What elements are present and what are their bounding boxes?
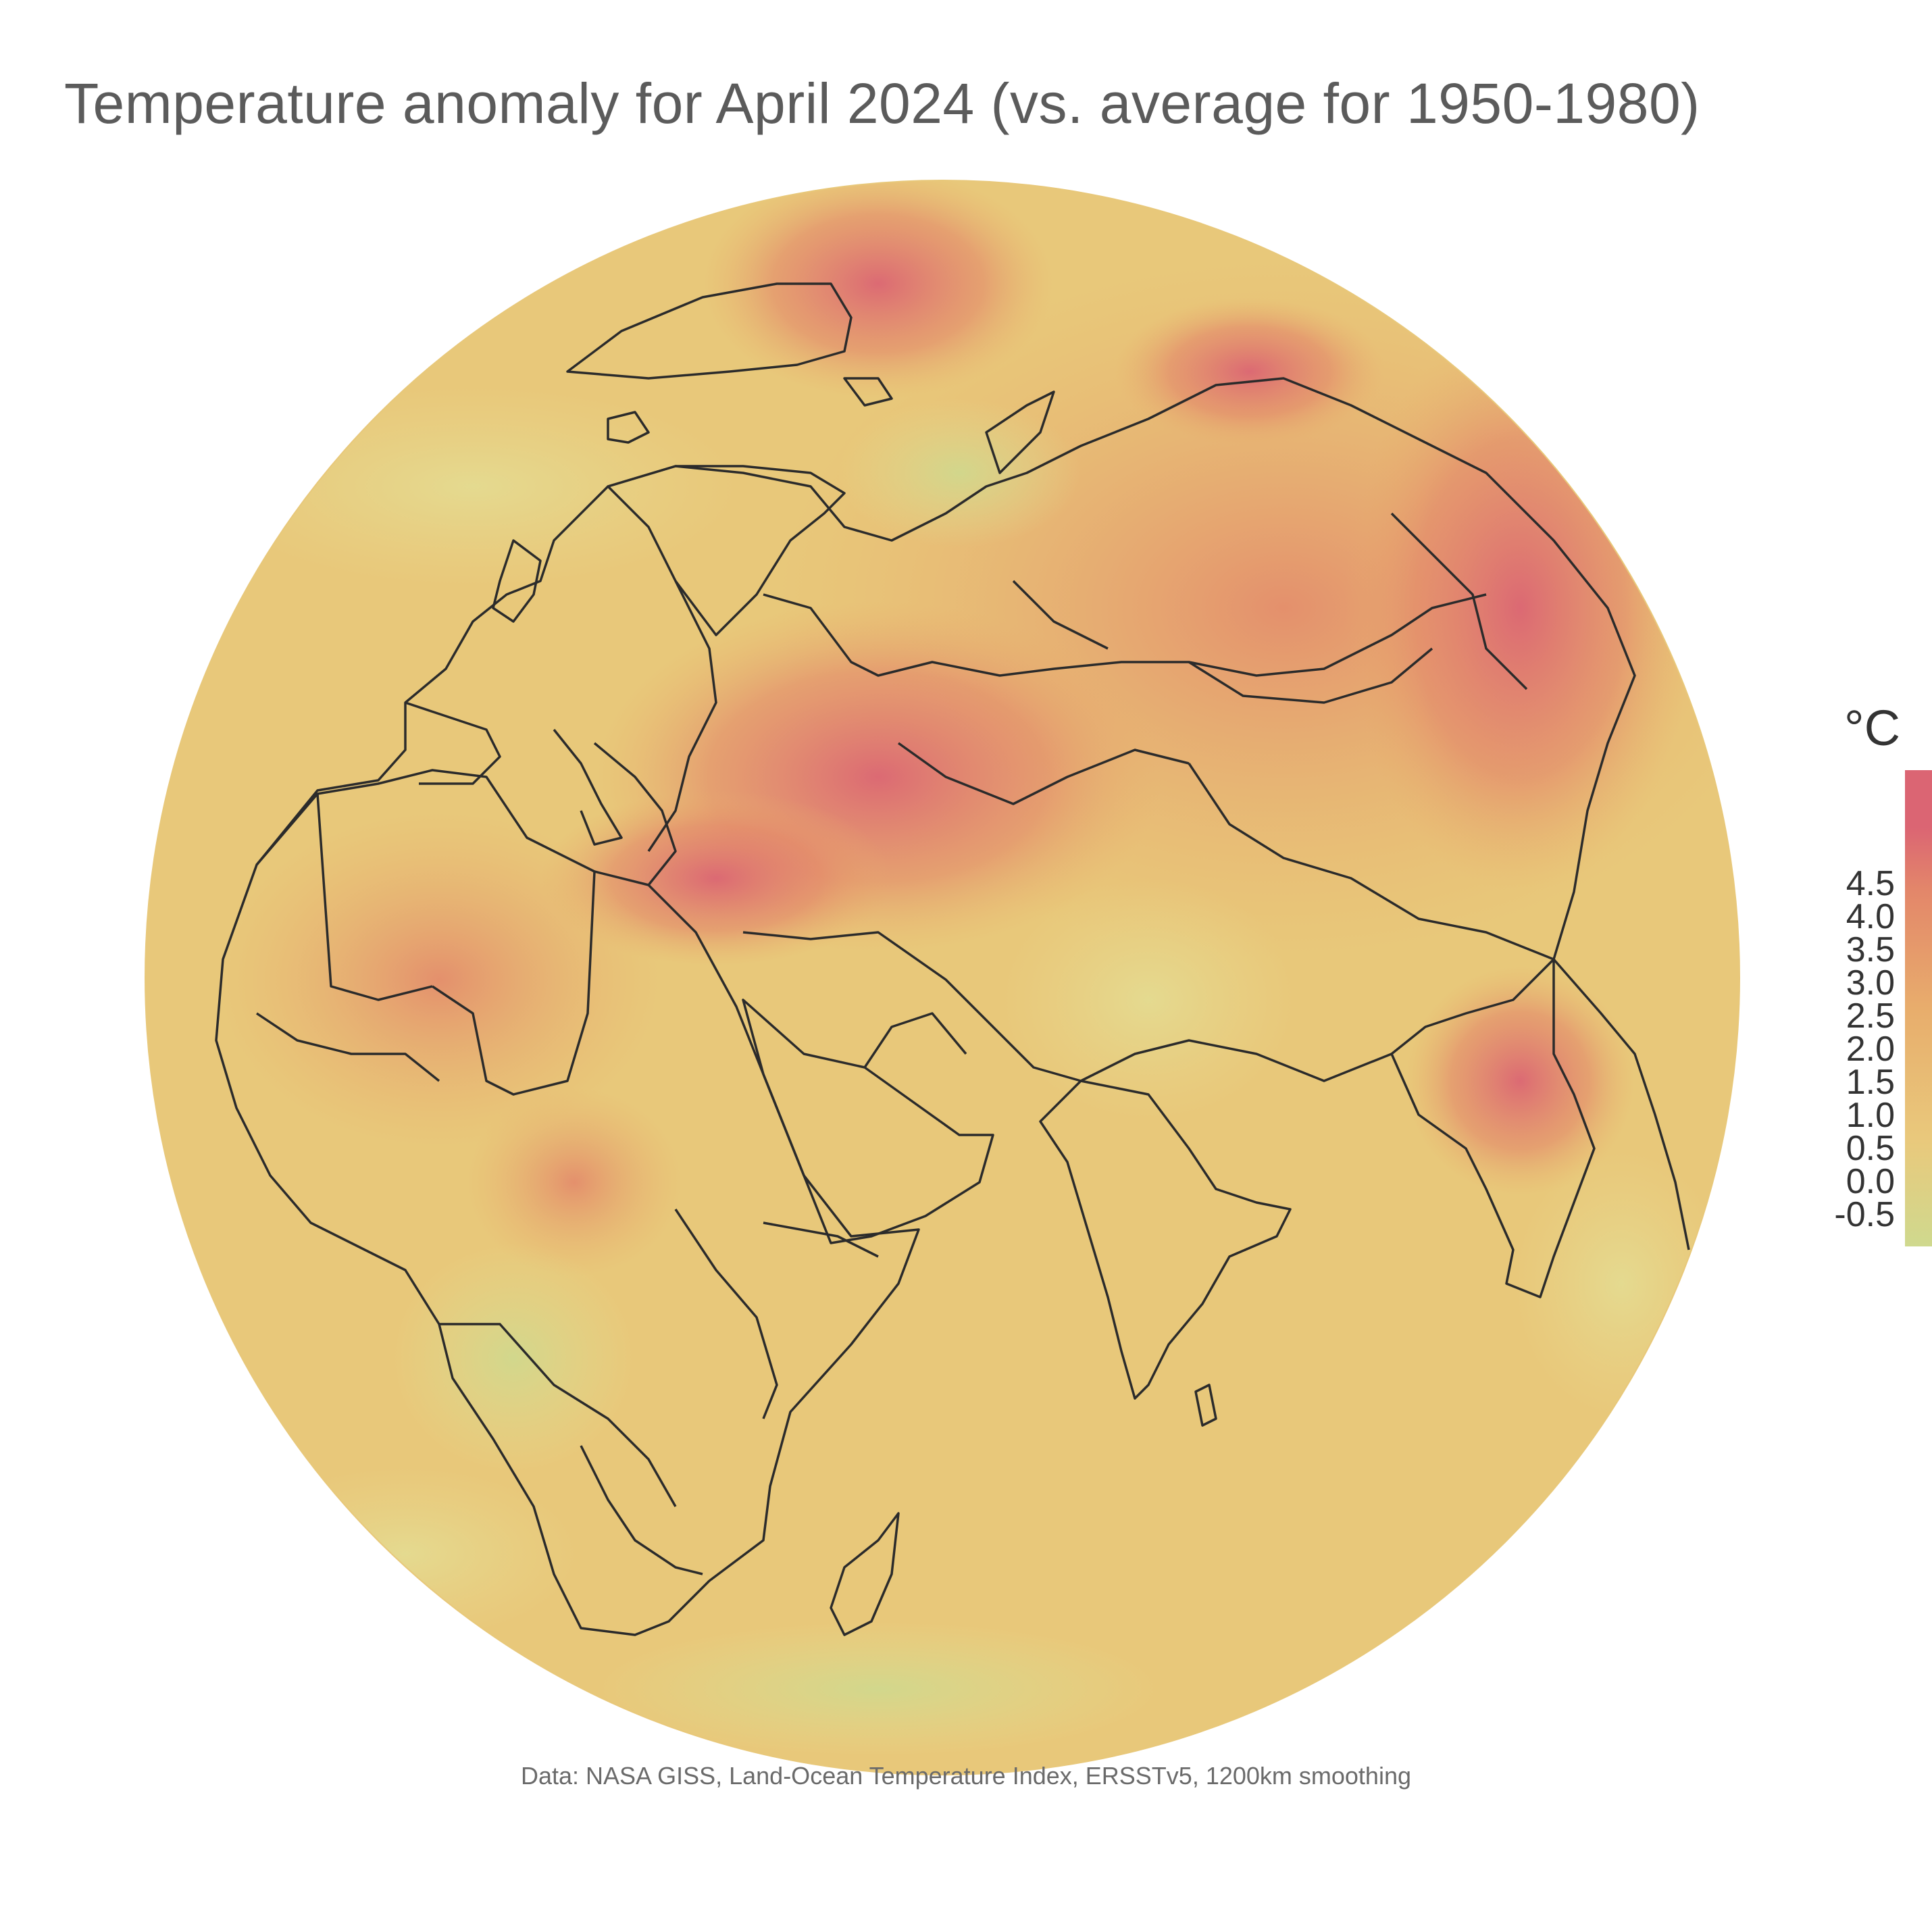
legend-tick-label: 0.0 xyxy=(1846,1162,1895,1201)
chart-title: Temperature anomaly for April 2024 (vs. … xyxy=(64,72,1700,135)
greenland-coast xyxy=(566,282,853,380)
border-sahara-1 xyxy=(316,793,433,1001)
border-sahara-2 xyxy=(432,871,596,1096)
border-west-siberia xyxy=(1012,580,1109,650)
legend-tick-label: 4.0 xyxy=(1846,897,1895,936)
border-manchuria xyxy=(1390,512,1528,690)
scandinavia-coast xyxy=(607,465,846,636)
border-iberia xyxy=(405,701,501,785)
border-east-africa xyxy=(674,1209,778,1419)
srilanka-coast xyxy=(1194,1384,1217,1427)
legend-tick-label: 3.5 xyxy=(1846,930,1895,969)
arctic-hot xyxy=(703,180,1054,399)
east-siberia-hot xyxy=(1344,324,1696,892)
border-russia-south xyxy=(763,593,1487,677)
south-ocean-cool xyxy=(594,1621,1162,1756)
south-atlantic-pale xyxy=(230,1466,581,1642)
legend-tick-label: 0.5 xyxy=(1846,1129,1895,1168)
border-iran xyxy=(742,931,1082,1082)
kara-hot xyxy=(1115,297,1385,446)
north-atlantic-pale xyxy=(203,385,743,588)
congo-cool xyxy=(392,1243,635,1473)
globe-rim xyxy=(145,180,1740,1775)
legend-tick-label: 1.5 xyxy=(1846,1063,1895,1102)
border-east-europe xyxy=(647,580,717,852)
border-horn-africa xyxy=(763,1221,879,1258)
border-west-africa xyxy=(256,1012,440,1082)
border-central-africa xyxy=(439,1323,677,1507)
legend-tick-label: 3.0 xyxy=(1846,963,1895,1003)
border-balkans xyxy=(593,742,677,886)
border-gulf xyxy=(863,1012,967,1068)
india-pale xyxy=(1000,878,1297,1121)
sudan-warm xyxy=(466,1088,682,1277)
sahara-warm xyxy=(216,811,662,1148)
border-kazakh xyxy=(897,742,1190,805)
indochina-hot xyxy=(1405,966,1635,1196)
legend-tick-label: 1.0 xyxy=(1846,1096,1895,1135)
data-source-caption: Data: NASA GISS, Land-Ocean Temperature … xyxy=(520,1762,1411,1790)
border-himalaya xyxy=(1080,1039,1392,1082)
legend-tick-label: 4.5 xyxy=(1846,864,1895,903)
legend-tick-label: 2.5 xyxy=(1846,996,1895,1036)
africa-coast xyxy=(215,769,920,1636)
country-borders xyxy=(215,282,1690,1636)
seasia-coast xyxy=(1390,958,1596,1298)
anomaly-field xyxy=(145,180,1739,1775)
iceland-coast xyxy=(607,411,650,444)
legend-tick-label: -0.5 xyxy=(1834,1195,1895,1234)
legend-unit: °C xyxy=(1844,700,1901,756)
border-mongolia xyxy=(1188,647,1433,704)
novaya-zemlya-coast xyxy=(985,390,1055,474)
legend-colorbar xyxy=(1905,770,1932,1246)
europe-coast xyxy=(255,377,1690,1250)
border-china xyxy=(1188,763,1554,961)
white-sea-cool xyxy=(838,399,1081,547)
madagascar-coast xyxy=(830,1512,900,1636)
svalbard-coast xyxy=(843,377,893,407)
india-coast xyxy=(1039,1080,1292,1400)
border-south-africa xyxy=(580,1445,703,1575)
britain-coast xyxy=(492,539,542,623)
legend-tick-label: 2.0 xyxy=(1846,1030,1895,1069)
border-italy xyxy=(553,728,623,846)
